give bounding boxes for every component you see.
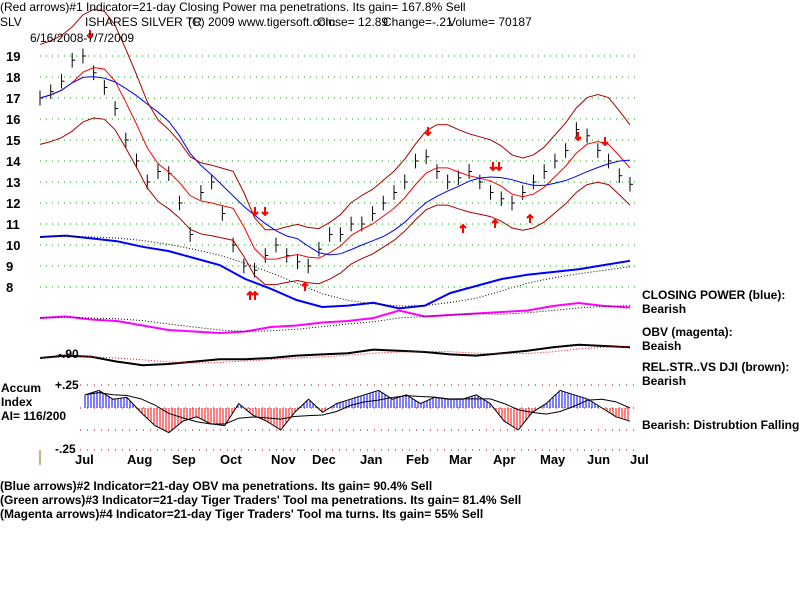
y-tick-label: 16 xyxy=(6,112,20,127)
y-tick-label: 12 xyxy=(6,196,20,211)
y-tick-label: 14 xyxy=(6,154,21,169)
accum-label: Accum xyxy=(1,381,42,395)
ma-21-line xyxy=(39,67,631,260)
x-tick-label: Sep xyxy=(172,452,196,467)
x-tick-label: Jul xyxy=(75,452,94,467)
obv-line xyxy=(39,301,631,335)
cp-status: Bearish xyxy=(642,302,687,316)
sell-arrow-icon xyxy=(424,127,432,137)
y-tick-label: 17 xyxy=(6,91,20,106)
buy-arrow-icon xyxy=(246,290,254,300)
obv-status: Beaish xyxy=(642,339,682,353)
x-tick-label: Nov xyxy=(271,452,296,467)
x-tick-label: Apr xyxy=(493,452,515,467)
x-tick-label: Dec xyxy=(312,452,336,467)
x-tick-label: Jun xyxy=(587,452,610,467)
footer-line: (Magenta arrows)#4 Indicator=21-day Tige… xyxy=(0,507,484,521)
y-tick-label: 15 xyxy=(6,133,20,148)
x-tick-label: Aug xyxy=(127,452,152,467)
sell-arrow-icon xyxy=(489,162,497,172)
volume-value: Volume= 70187 xyxy=(448,15,532,29)
buy-arrow-icon xyxy=(251,290,259,300)
date-range: 6/16/2008-7/7/2009 xyxy=(30,31,135,45)
buy-arrow-icon xyxy=(459,223,467,233)
cp-label: CLOSING POWER (blue): xyxy=(642,288,786,302)
upper-band xyxy=(39,8,631,231)
rs-label: REL.STR..VS DJI (brown): xyxy=(642,360,790,374)
ai-ma-line xyxy=(84,392,631,425)
ma-50-line xyxy=(39,76,631,256)
x-tick-label: Mar xyxy=(449,452,472,467)
sell-arrow-icon xyxy=(251,207,259,217)
security-name: ISHARES SILVER TR xyxy=(85,15,202,29)
y-tick-label: 13 xyxy=(6,175,20,190)
obv-ma-line xyxy=(39,305,631,333)
sell-arrow-icon xyxy=(574,132,582,142)
rs-ma-line xyxy=(39,345,631,364)
sell-arrow-icon xyxy=(601,137,609,147)
header-line1: (Red arrows)#1 Indicator=21-day Closing … xyxy=(0,0,466,14)
cp-ma-line xyxy=(39,235,631,307)
ai-plus-tick: +.25 xyxy=(55,378,79,392)
closing-power-line xyxy=(39,234,631,310)
ticker: SLV xyxy=(0,15,22,29)
change-value: Change=-.21 xyxy=(383,15,453,29)
y-tick-label: 18 xyxy=(6,70,20,85)
x-tick-label: May xyxy=(540,452,566,467)
copyright: (C) 2009 www.tigersoft.com xyxy=(188,15,336,29)
lower-band xyxy=(39,117,631,286)
y-tick-label: 8 xyxy=(6,280,13,295)
footer-line: (Blue arrows)#2 Indicator=21-day OBV ma … xyxy=(0,479,433,493)
sell-arrow-icon xyxy=(261,207,269,217)
footer-line: (Green arrows)#3 Indicator=21-day Tiger … xyxy=(0,493,522,507)
index-label: Index xyxy=(1,395,33,409)
ai-status: Bearish: Distrubtion Falling. xyxy=(642,418,800,432)
rs-tick: -.90 xyxy=(58,347,79,361)
y-tick-label: 11 xyxy=(6,217,20,232)
rs-status: Bearish xyxy=(642,374,687,388)
ai-score: AI= 116/200 xyxy=(1,409,67,423)
x-tick-label: Feb xyxy=(406,452,429,467)
buy-arrow-icon xyxy=(301,281,309,291)
obv-label: OBV (magenta): xyxy=(642,325,733,339)
sell-arrow-icon xyxy=(495,162,503,172)
ai-minus-tick: -.25 xyxy=(55,442,76,456)
x-tick-label: Jan xyxy=(360,452,382,467)
y-tick-label: 10 xyxy=(6,238,20,253)
ai-line xyxy=(84,389,631,434)
close-value: Close= 12.89 xyxy=(317,15,389,29)
buy-arrow-icon xyxy=(491,218,499,228)
sell-arrow-icon xyxy=(86,30,94,40)
x-tick-label: Oct xyxy=(220,452,242,467)
y-tick-label: 9 xyxy=(6,259,13,274)
rel-strength-line xyxy=(39,343,631,367)
y-tick-label: 19 xyxy=(6,49,20,64)
x-tick-label: Jul xyxy=(630,452,649,467)
buy-arrow-icon xyxy=(526,213,534,223)
